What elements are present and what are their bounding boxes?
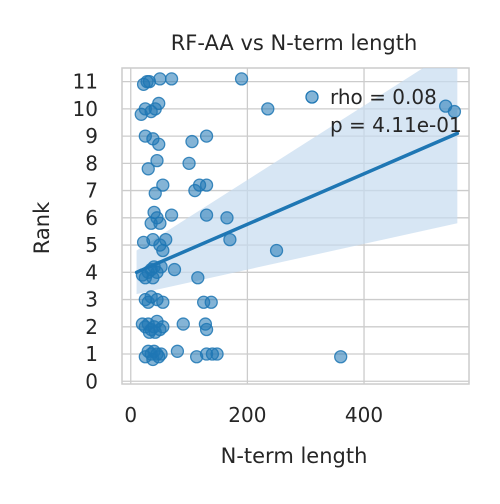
data-point-13 — [261, 102, 275, 116]
data-point-16 — [152, 137, 166, 151]
y-tick-label-5: 5 — [85, 233, 98, 257]
data-point-22 — [148, 186, 162, 200]
data-point-5 — [234, 72, 249, 86]
data-point-78 — [154, 347, 168, 361]
data-point-70 — [148, 325, 162, 339]
plot-area-frame — [121, 67, 470, 385]
data-point-66 — [176, 317, 190, 331]
data-point-84 — [334, 350, 348, 364]
data-point-18 — [199, 129, 214, 143]
regression-line — [134, 131, 460, 275]
data-point-79 — [170, 344, 185, 358]
y-tick-label-9: 9 — [85, 124, 98, 148]
y-tick-label-2: 2 — [85, 315, 98, 339]
data-point-33 — [220, 211, 234, 225]
chart-title: RF-AA vs N-term length — [171, 31, 418, 55]
annotation-marker — [305, 90, 319, 104]
stats-annotation: rho = 0.08 p = 4.11e-01 — [305, 85, 462, 137]
data-point-46 — [154, 260, 168, 274]
x-tick-label-1: 200 — [228, 403, 266, 427]
x-tick-label-0: 0 — [124, 403, 137, 427]
y-tick-label-0: 0 — [85, 369, 98, 393]
data-point-54 — [156, 295, 170, 309]
y-tick-label-7: 7 — [85, 179, 98, 203]
data-point-23 — [156, 178, 170, 192]
y-axis-ticks: 0 1 2 3 4 5 6 7 8 9 10 11 — [73, 70, 98, 394]
data-point-83 — [210, 347, 224, 361]
x-axis-ticks: 0 200 400 — [124, 403, 383, 427]
data-point-7 — [447, 104, 462, 119]
x-axis-label: N-term length — [221, 444, 368, 468]
data-point-56 — [204, 295, 218, 309]
data-point-31 — [164, 208, 179, 222]
data-point-3 — [153, 72, 167, 86]
annotation-p-value: p = 4.11e-01 — [330, 113, 462, 137]
confidence-band-layer — [136, 68, 458, 295]
data-point-68 — [199, 322, 214, 337]
annotation-rho: rho = 0.08 — [330, 85, 437, 109]
data-point-47 — [167, 262, 182, 277]
data-points — [134, 72, 462, 367]
data-point-37 — [159, 232, 173, 247]
y-tick-label-10: 10 — [73, 97, 98, 121]
confidence-band — [136, 68, 458, 295]
data-point-50 — [146, 271, 160, 285]
data-point-30 — [153, 216, 167, 230]
data-point-19 — [141, 162, 155, 176]
y-tick-label-6: 6 — [85, 206, 98, 230]
y-axis-label: Rank — [30, 201, 54, 254]
data-point-32 — [199, 208, 214, 222]
y-tick-label-1: 1 — [85, 342, 98, 366]
data-point-21 — [182, 156, 196, 170]
data-point-17 — [185, 134, 199, 149]
data-point-12 — [152, 96, 166, 111]
data-point-48 — [191, 271, 205, 285]
data-point-20 — [150, 153, 164, 168]
data-point-40 — [269, 243, 284, 258]
data-point-39 — [223, 232, 237, 247]
data-point-38 — [156, 243, 170, 258]
y-tick-label-4: 4 — [85, 260, 98, 284]
data-point-4 — [164, 72, 179, 86]
data-point-26 — [199, 178, 214, 192]
y-tick-label-11: 11 — [73, 70, 98, 94]
y-tick-label-3: 3 — [85, 288, 98, 312]
y-tick-label-8: 8 — [85, 151, 98, 175]
x-tick-label-2: 400 — [345, 403, 383, 427]
data-point-57 — [138, 292, 152, 307]
regression-line-layer — [134, 131, 460, 275]
